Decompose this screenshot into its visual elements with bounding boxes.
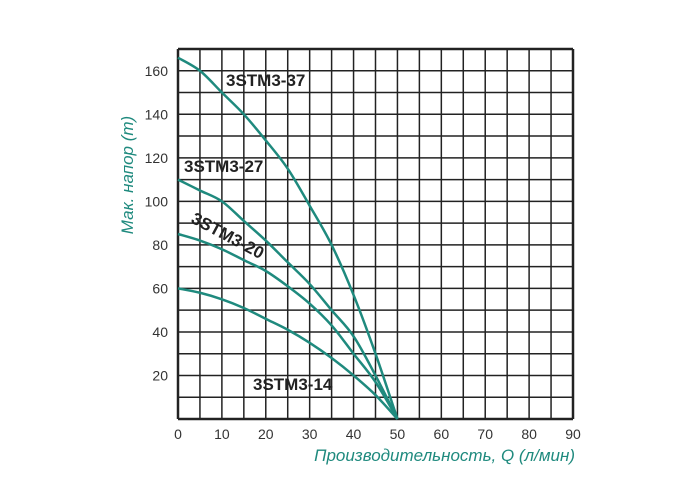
x-tick-label: 20 xyxy=(258,426,274,442)
x-tick-label: 30 xyxy=(302,426,318,442)
x-tick-label: 80 xyxy=(521,426,537,442)
grid xyxy=(176,47,575,421)
curves xyxy=(177,56,399,420)
y-tick-label: 20 xyxy=(152,367,168,383)
y-tick-label: 80 xyxy=(152,237,168,253)
y-tick-label: 160 xyxy=(145,63,169,79)
curve-3stm3-14 xyxy=(177,287,399,420)
curve-3stm3-20 xyxy=(177,232,399,420)
series-label-3stm3-27: 3STM3-27 xyxy=(184,157,263,176)
curve-3stm3-27 xyxy=(177,178,399,420)
y-tick-label: 100 xyxy=(145,193,169,209)
x-tick-label: 90 xyxy=(565,426,581,442)
series-label-3stm3-14: 3STM3-14 xyxy=(253,375,333,394)
x-axis-title: Производительность, Q (л/мин) xyxy=(314,446,575,465)
curve-3stm3-37 xyxy=(177,56,399,420)
tick-labels: 0 10 20 30 40 50 60 70 80 90 20 40 60 80 100 120 140 160 xyxy=(145,63,581,442)
y-tick-label: 120 xyxy=(145,150,169,166)
x-tick-label: 60 xyxy=(434,426,450,442)
x-tick-label: 10 xyxy=(214,426,230,442)
x-tick-label: 40 xyxy=(346,426,362,442)
series-label-3stm3-37: 3STM3-37 xyxy=(226,71,305,90)
x-tick-label: 70 xyxy=(477,426,493,442)
x-tick-label: 50 xyxy=(390,426,406,442)
y-tick-label: 140 xyxy=(145,106,169,122)
y-tick-label: 40 xyxy=(152,324,168,340)
x-tick-label: 0 xyxy=(174,426,182,442)
y-axis-title: Мак. напор (m) xyxy=(118,116,137,234)
y-tick-label: 60 xyxy=(152,280,168,296)
